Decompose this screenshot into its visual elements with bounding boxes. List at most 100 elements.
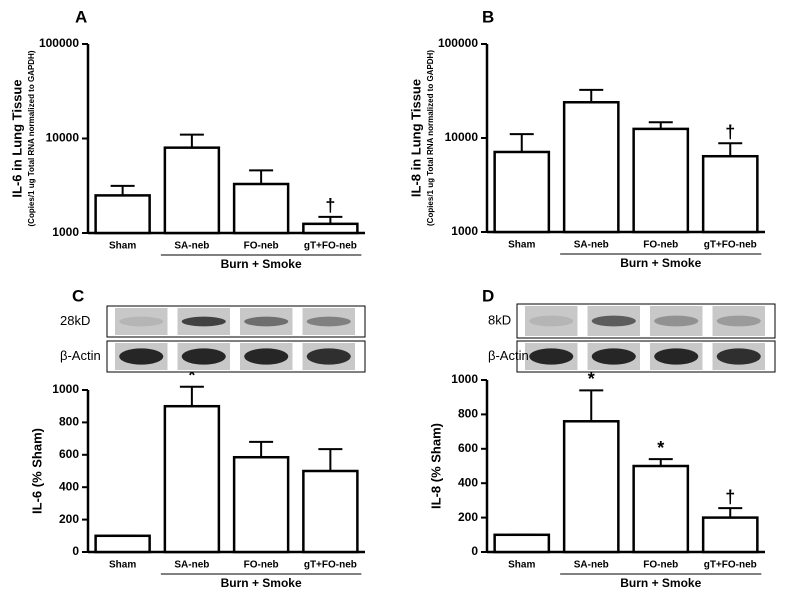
significance-marker: * [588, 369, 595, 389]
bar [163, 404, 221, 554]
significance-marker: † [725, 487, 735, 507]
blot-band [654, 348, 699, 365]
panel: D IL-8 (% Sham) 0 200 400 600 800 1000 Sham SA-ne… [428, 286, 776, 590]
panel: B IL-8 in Lung Tissue (Copies/1 ug Total R… [408, 7, 765, 270]
blot-lane [115, 308, 168, 335]
blot-band [119, 348, 164, 365]
y-tick-label: 800 [59, 415, 79, 429]
blot-band [181, 316, 226, 327]
blot-label: β-Actin [60, 348, 101, 363]
panel: C IL-6 (% Sham) 0 200 400 600 800 1000 Sham SA-ne… [29, 286, 366, 590]
bar [632, 127, 690, 234]
y-tick-label: 800 [458, 407, 478, 421]
y-tick-label: 0 [471, 544, 478, 558]
y-tick-label: 1000 [52, 382, 79, 396]
y-axis-label: IL-8 (% Sham) [428, 423, 443, 509]
bar [632, 464, 690, 554]
y-axis-sublabel: (Copies/1 ug Total RNA normalized to GAP… [426, 50, 435, 226]
blot-band [529, 315, 574, 327]
panel-letter: B [482, 7, 494, 26]
y-tick-label: 0 [72, 544, 79, 558]
significance-marker: * [188, 366, 195, 386]
bar [232, 182, 290, 235]
y-axis-label: IL-6 in Lung Tissue [9, 79, 24, 197]
y-tick-label: 10000 [445, 130, 479, 144]
x-tick-label: Sham [109, 241, 136, 252]
y-tick-label: 600 [458, 441, 478, 455]
significance-marker: † [725, 122, 735, 142]
bar [94, 534, 151, 554]
y-tick-label: 1000 [451, 224, 478, 238]
blot-band [119, 316, 164, 327]
blot-band [181, 348, 226, 365]
panel-letter: C [72, 286, 84, 305]
blot-lane [302, 308, 355, 335]
group-label: Burn + Smoke [221, 257, 302, 271]
panel-letter: D [482, 286, 494, 305]
bar [562, 101, 620, 234]
x-tick-label: gT+FO-neb [704, 560, 757, 571]
x-tick-label: Sham [508, 240, 535, 251]
blot-band [716, 315, 761, 327]
blot-band [244, 316, 289, 327]
x-tick-label: gT+FO-neb [304, 560, 357, 571]
significance-marker: * [657, 438, 664, 458]
y-tick-label: 1000 [451, 372, 478, 386]
x-tick-label: SA-neb [174, 241, 209, 252]
blot-band [591, 348, 636, 365]
x-tick-label: SA-neb [574, 240, 609, 251]
y-tick-label: 200 [59, 512, 79, 526]
y-tick-label: 100000 [438, 36, 478, 50]
bar [493, 150, 551, 234]
significance-marker: † [325, 196, 335, 216]
bar [562, 420, 620, 554]
x-tick-label: FO-neb [643, 240, 678, 251]
bar [163, 146, 221, 235]
y-axis-sublabel: (Copies/1 ug Total RNA normalized to GAP… [27, 50, 36, 226]
blot-band [654, 315, 699, 327]
y-tick-label: 100000 [39, 36, 79, 50]
x-tick-label: FO-neb [244, 560, 279, 571]
group-label: Burn + Smoke [221, 576, 302, 590]
blot-label: β-Actin [488, 348, 529, 363]
y-axis-label: IL-8 in Lung Tissue [408, 79, 423, 197]
y-tick-label: 10000 [46, 131, 80, 145]
x-tick-label: SA-neb [574, 560, 609, 571]
blot-band [244, 348, 289, 365]
blot-lane [525, 306, 578, 336]
bar [302, 469, 359, 554]
blot-label: 8kD [488, 312, 511, 327]
blot-label: 28kD [60, 313, 90, 328]
x-tick-label: SA-neb [174, 560, 209, 571]
x-tick-label: Sham [109, 560, 136, 571]
blot-lane [712, 306, 765, 336]
y-tick-label: 600 [59, 447, 79, 461]
blot-lane [650, 306, 703, 336]
bar [701, 154, 759, 234]
panel: A IL-6 in Lung Tissue (Copies/1 ug Total R… [9, 7, 365, 271]
bar [701, 516, 759, 554]
y-axis-label: IL-6 (% Sham) [29, 428, 44, 514]
group-label: Burn + Smoke [620, 256, 701, 270]
bar [232, 455, 290, 554]
blot-band [591, 315, 636, 327]
blot-band [716, 348, 761, 365]
y-tick-label: 400 [458, 475, 478, 489]
y-tick-label: 200 [458, 510, 478, 524]
blot-band [529, 348, 574, 365]
x-tick-label: FO-neb [244, 241, 279, 252]
x-tick-label: Sham [508, 560, 535, 571]
bar [94, 194, 151, 235]
panel-letter: A [75, 7, 87, 26]
x-tick-label: gT+FO-neb [304, 241, 357, 252]
bar [493, 533, 551, 554]
blot-band [306, 348, 351, 365]
blot-band [306, 316, 351, 327]
group-label: Burn + Smoke [620, 576, 701, 590]
y-tick-label: 400 [59, 479, 79, 493]
bar [302, 222, 359, 235]
x-tick-label: gT+FO-neb [704, 240, 757, 251]
y-tick-label: 1000 [52, 225, 79, 239]
x-tick-label: FO-neb [643, 560, 678, 571]
